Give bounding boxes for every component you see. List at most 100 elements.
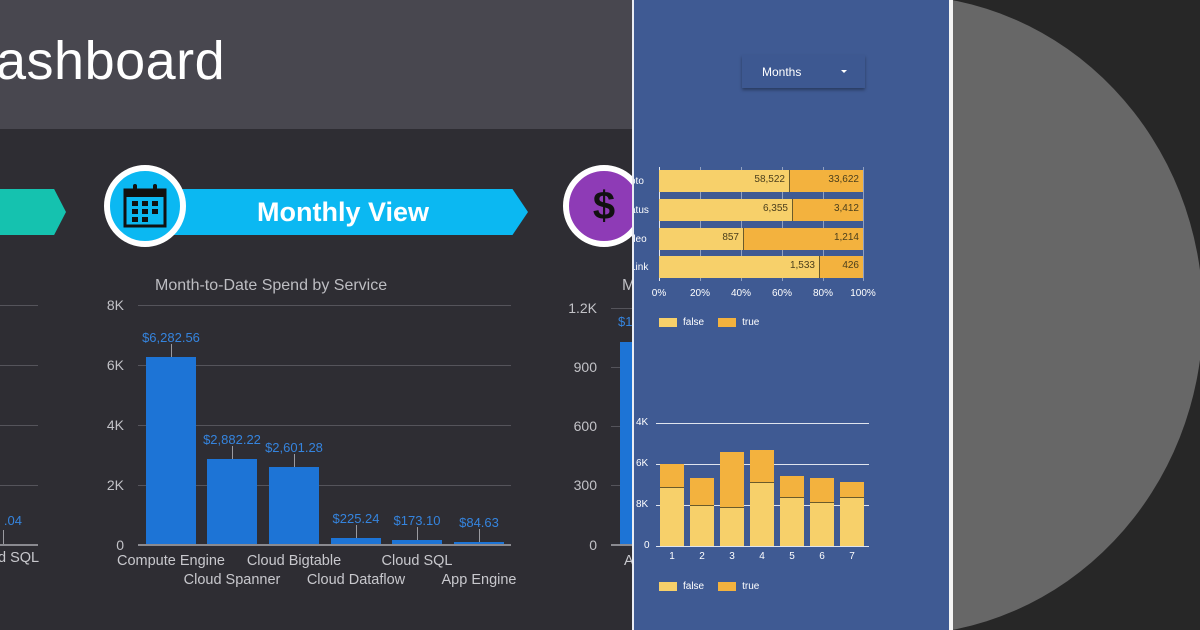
calendar-badge [104, 165, 186, 247]
bar-value-label: $1 [618, 314, 632, 329]
gridline [0, 365, 38, 366]
legend-item-true[interactable]: true [718, 581, 759, 592]
category-label: Link [634, 262, 649, 273]
segment-false: 857 [659, 228, 743, 250]
leader-line [479, 529, 480, 542]
stacked-bar-3[interactable] [720, 452, 744, 546]
segment-false: 6,355 [659, 199, 792, 221]
section-title-monthly-view: Monthly View [256, 197, 430, 227]
bar-cloud-spanner[interactable] [207, 459, 257, 545]
gridline [782, 167, 783, 281]
segment-true: 33,622 [789, 170, 863, 192]
hbar-row-status[interactable]: 6,355 3,412 [659, 199, 863, 221]
y-tick: 6K [106, 357, 124, 373]
gridline [656, 423, 869, 424]
x-axis-label: Cloud SQL [381, 553, 453, 569]
dropdown-label: Months [762, 64, 802, 79]
x-axis-label: Compute Engine [116, 553, 225, 569]
x-tick: 20% [689, 288, 710, 299]
x-axis-label: Cloud Bigtable [246, 553, 342, 569]
x-tick: 3 [729, 551, 735, 562]
stacked-bar-6[interactable] [810, 478, 834, 546]
leader-line [356, 525, 357, 538]
stacked-bar-5[interactable] [780, 476, 804, 546]
x-axis-label: Cloud Spanner [183, 572, 281, 588]
bar-cloud-bigtable[interactable] [269, 467, 319, 545]
leader-line [294, 454, 295, 467]
legend-item-false[interactable]: false [659, 317, 704, 328]
stacked-bar-2[interactable] [690, 478, 714, 546]
chart-title-partial: M [622, 277, 632, 294]
y-tick: 8K [636, 499, 649, 510]
bar-cloud-sql[interactable] [392, 540, 442, 545]
caret-down-icon [841, 70, 847, 73]
gridline [863, 167, 864, 281]
gridline [823, 167, 824, 281]
segment-true: 3,412 [792, 199, 863, 221]
category-label: oto [634, 176, 644, 187]
dollar-icon: $ [592, 184, 616, 228]
gridline [138, 485, 511, 486]
chart-title: Month-to-Date Spend by Service [155, 277, 388, 294]
engagement-report-panel: Months oto 58,522 33,622 atus 6,355 3,41… [632, 0, 949, 630]
x-tick: 1 [669, 551, 675, 562]
leader-line [3, 530, 4, 544]
leader-line [417, 527, 418, 540]
gridline [138, 305, 511, 306]
y-tick: 600 [573, 418, 597, 434]
x-axis-label: d SQL [0, 550, 40, 566]
gridline [138, 365, 511, 366]
stacked-bar-1[interactable] [660, 464, 684, 546]
gridline [0, 485, 38, 486]
bar-value-label: .04 [3, 513, 22, 528]
y-tick: 2K [106, 477, 124, 493]
billing-dashboard-panel: ashboard Monthly View $ [0, 0, 632, 588]
legend: false true [659, 581, 773, 592]
gridline [700, 167, 701, 281]
y-tick: 8K [106, 297, 124, 313]
y-tick: 900 [573, 359, 597, 375]
chart-baseline [611, 544, 632, 546]
y-tick: 6K [636, 458, 649, 469]
segment-true: 426 [819, 256, 863, 278]
legend-item-true[interactable]: true [718, 317, 759, 328]
bar-app-engine[interactable] [454, 542, 504, 545]
y-tick: 4K [106, 417, 124, 433]
bar-value-label: $2,882.22 [203, 432, 261, 447]
x-tick: 2 [699, 551, 705, 562]
bar-cloud-dataflow[interactable] [331, 538, 381, 545]
x-tick: 4 [759, 551, 765, 562]
category-label: deo [634, 234, 647, 245]
segment-false: 1,533 [659, 256, 819, 278]
dashboard-header: ashboard [0, 0, 632, 129]
dollar-badge: $ [563, 165, 632, 247]
chart-baseline [0, 544, 38, 546]
y-tick: 0 [589, 537, 597, 553]
bar-value-label: $84.63 [459, 515, 499, 530]
x-axis-label: Cloud Dataflow [306, 572, 406, 588]
hbar-row-video[interactable]: 857 1,214 [659, 228, 863, 250]
category-label: atus [634, 205, 649, 216]
x-tick: 6 [819, 551, 825, 562]
x-tick: 100% [850, 288, 876, 299]
x-axis-label: A [624, 553, 632, 569]
bar-value-label: $225.24 [332, 511, 380, 526]
hbar-row-photo[interactable]: 58,522 33,622 [659, 170, 863, 192]
y-tick: 0 [644, 540, 650, 551]
chart-baseline [656, 546, 869, 547]
legend-item-false[interactable]: false [659, 581, 704, 592]
hbar-row-link[interactable]: 1,533 426 [659, 256, 863, 278]
chart-baseline [138, 544, 511, 546]
stacked-bar-4[interactable] [750, 450, 774, 546]
y-tick: 0 [116, 537, 124, 553]
bar-compute-engine[interactable] [146, 357, 196, 545]
stacked-bar-7[interactable] [840, 482, 864, 546]
bar-value-label: $173.10 [393, 513, 441, 528]
section-ribbon-monthly-view [140, 189, 528, 235]
bar-partial[interactable] [620, 342, 632, 545]
y-tick: 1.2K [568, 300, 597, 316]
legend: false true [659, 317, 773, 328]
period-dropdown[interactable]: Months [742, 55, 865, 88]
leader-line [232, 446, 233, 459]
